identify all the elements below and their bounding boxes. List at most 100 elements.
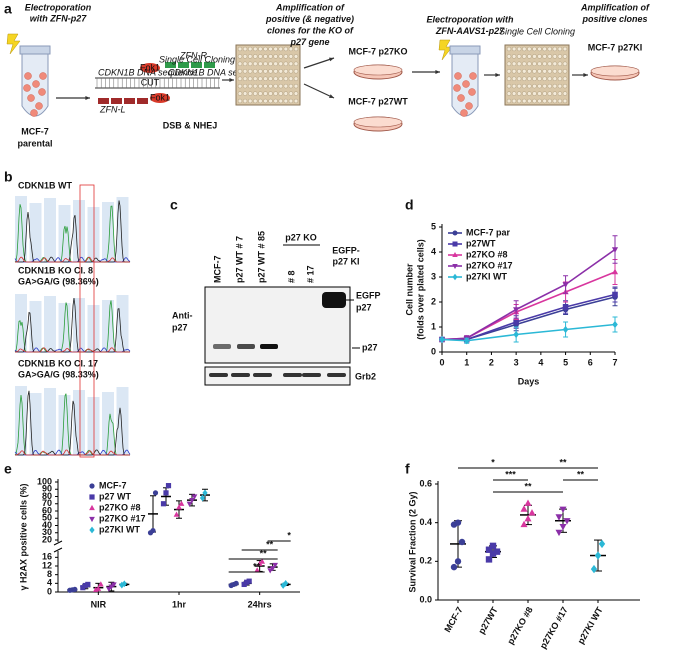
tick-label: 4: [47, 578, 52, 588]
well: [562, 98, 568, 104]
point: [612, 291, 618, 298]
well: [242, 61, 248, 67]
well: [552, 54, 558, 59]
well: [258, 91, 263, 96]
series-line: [441, 271, 616, 341]
tube-cap: [19, 45, 51, 55]
quality-bar: [44, 198, 56, 262]
point: [85, 581, 91, 588]
well: [242, 54, 248, 59]
tick-label: 0.6: [419, 478, 432, 488]
well: [511, 54, 517, 59]
step-text: Electroporation: [25, 2, 92, 12]
legend-label: p27 WT: [99, 491, 132, 501]
significance-label: ***: [505, 469, 516, 479]
quality-bar: [116, 295, 129, 352]
well: [537, 83, 542, 89]
arrow: [303, 57, 335, 69]
point: [559, 506, 567, 513]
point: [233, 580, 239, 586]
x-tick-label: MCF-7: [442, 605, 464, 634]
significance-label: **: [577, 469, 585, 479]
well: [278, 61, 283, 67]
well: [547, 69, 552, 74]
legend-label: p27KO #17: [466, 260, 513, 270]
well: [258, 69, 263, 74]
well: [542, 83, 547, 89]
well: [537, 98, 542, 104]
well: [552, 76, 558, 81]
y-axis-label: (folds over plated cells): [415, 239, 425, 340]
well: [263, 76, 268, 81]
significance-label: **: [559, 457, 567, 467]
well: [506, 54, 512, 59]
zfn-r-domain: [165, 62, 176, 68]
point: [283, 579, 289, 587]
well: [542, 46, 547, 52]
trace-title: GA>GA/G (98.36%): [18, 276, 99, 286]
well: [278, 69, 283, 74]
well: [562, 69, 568, 74]
significance-label: **: [524, 481, 532, 491]
quality-bar: [116, 387, 129, 455]
step-text: Amplification of: [580, 2, 650, 12]
well: [288, 83, 294, 89]
well: [537, 61, 542, 67]
well: [242, 46, 248, 52]
quality-bar: [87, 207, 100, 262]
well: [263, 69, 268, 74]
cell: [453, 84, 461, 92]
well: [258, 46, 263, 52]
well: [242, 76, 248, 81]
well: [547, 46, 552, 52]
zfn-l-domain: [98, 98, 109, 104]
point: [452, 241, 458, 247]
x-tick-label: p27KO #17: [538, 605, 570, 650]
fok1-label: Fok1: [150, 92, 170, 102]
tick-label: 2: [431, 296, 436, 306]
well: [527, 69, 532, 74]
cell-line: parental: [17, 138, 52, 148]
well: [532, 61, 537, 67]
well: [511, 91, 517, 96]
point: [513, 319, 519, 325]
legend-label: p27KI WT: [99, 524, 141, 534]
well: [557, 98, 563, 104]
step-text: positive (& negative): [265, 14, 354, 24]
band: [237, 344, 255, 349]
point: [163, 490, 169, 496]
well: [288, 54, 294, 59]
well: [506, 69, 512, 74]
well: [527, 91, 532, 96]
well: [562, 54, 568, 59]
point: [89, 483, 95, 489]
x-tick-label: p27WT: [476, 605, 500, 636]
point: [173, 511, 180, 517]
point: [524, 514, 532, 522]
well: [247, 69, 253, 74]
tick-label: 3: [514, 357, 519, 367]
axis-break: [53, 540, 63, 553]
tick-label: 1: [464, 357, 469, 367]
well: [268, 46, 273, 52]
point: [562, 325, 569, 334]
well: [516, 61, 522, 67]
point: [189, 498, 195, 504]
well: [253, 83, 258, 89]
well: [288, 91, 294, 96]
trace-title: CDKN1B KO Cl. 17: [18, 358, 98, 368]
lane-label: p27 WT # 85: [256, 231, 266, 283]
lane-label: p27 WT # 7: [234, 236, 244, 283]
well: [242, 91, 248, 96]
band: [260, 344, 278, 349]
point: [563, 518, 571, 525]
well: [293, 76, 299, 81]
tick-label: 50: [42, 513, 52, 523]
well: [268, 91, 273, 96]
point: [89, 526, 95, 534]
well: [516, 91, 522, 96]
cell: [35, 102, 43, 110]
dna-label: CDKN1B DNA sequence: [168, 67, 267, 77]
quality-bar: [73, 390, 85, 455]
highlight-box: [79, 184, 95, 458]
